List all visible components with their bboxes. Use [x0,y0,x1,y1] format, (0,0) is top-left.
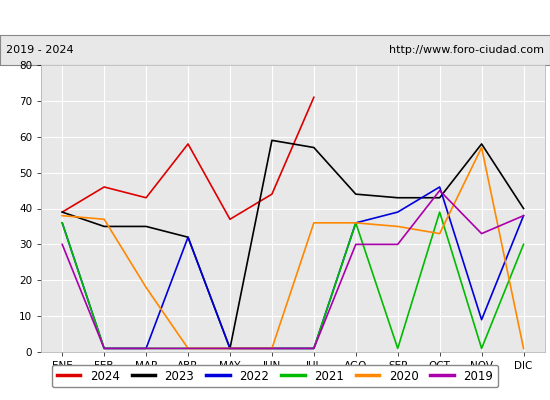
Text: Evolucion Nº Turistas Extranjeros en el municipio de Alcolea de Calatrava: Evolucion Nº Turistas Extranjeros en el … [30,11,520,24]
Legend: 2024, 2023, 2022, 2021, 2020, 2019: 2024, 2023, 2022, 2021, 2020, 2019 [52,365,498,387]
Text: http://www.foro-ciudad.com: http://www.foro-ciudad.com [389,45,544,55]
Text: 2019 - 2024: 2019 - 2024 [6,45,73,55]
